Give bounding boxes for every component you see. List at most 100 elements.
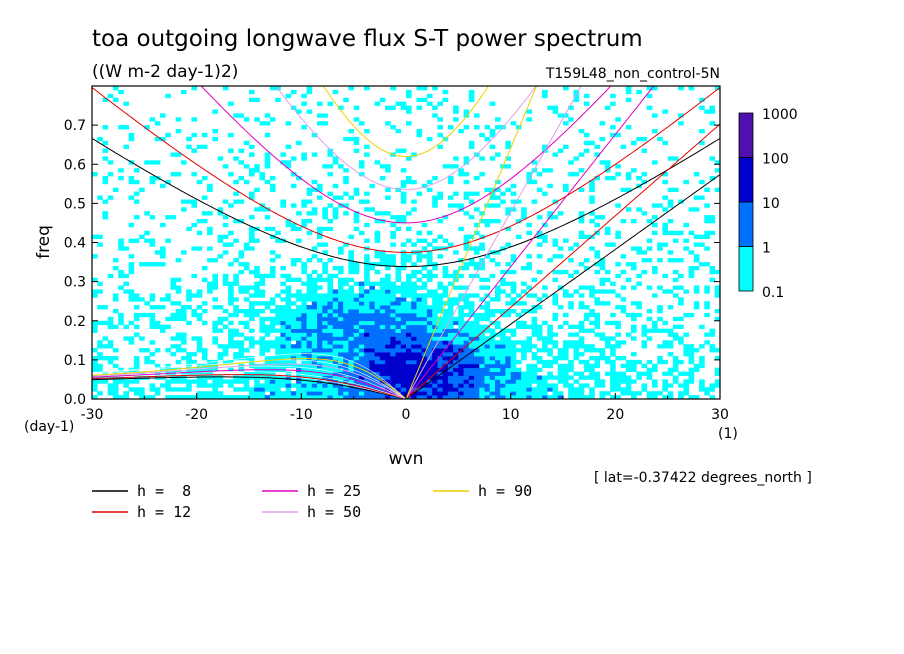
heat-cell	[301, 305, 307, 310]
heat-cell	[144, 312, 150, 318]
heat-cell	[510, 348, 517, 353]
heat-cell	[484, 367, 491, 372]
heat-cell	[369, 305, 375, 310]
heat-cell	[243, 289, 250, 294]
heat-cell	[510, 375, 517, 380]
heat-cell	[505, 352, 511, 357]
power-spectrum-field	[92, 86, 720, 399]
heat-cell	[254, 289, 260, 294]
heat-cell	[364, 269, 370, 275]
heat-cell	[311, 324, 318, 329]
heat-cell	[254, 391, 260, 396]
heat-cell	[390, 254, 396, 259]
heat-cell	[128, 293, 135, 298]
heat-cell	[348, 336, 354, 341]
heat-cell	[364, 152, 370, 157]
heat-cell	[259, 352, 266, 357]
heat-cell	[484, 328, 491, 333]
heat-cell	[416, 340, 423, 345]
heat-cell	[484, 391, 491, 396]
heat-cell	[348, 266, 354, 271]
heat-cell	[123, 336, 129, 341]
heat-cell	[249, 316, 255, 322]
heat-cell	[578, 305, 585, 310]
heat-cell	[343, 324, 349, 329]
heat-cell	[468, 97, 475, 102]
heat-cell	[510, 191, 517, 196]
heat-cell	[296, 140, 302, 146]
heat-cell	[165, 348, 171, 353]
x-axis-unit: (1)	[718, 426, 738, 442]
heat-cell	[667, 367, 674, 372]
heat-cell	[322, 340, 328, 345]
heat-cell	[421, 266, 428, 271]
heat-cell	[426, 316, 433, 322]
heat-cell	[264, 344, 271, 349]
heat-cell	[573, 269, 580, 275]
heat-cell	[426, 269, 433, 275]
heat-cell	[688, 207, 695, 212]
heat-cell	[463, 352, 470, 357]
heat-cell	[515, 383, 522, 388]
heat-cell	[301, 383, 307, 388]
heat-cell	[699, 344, 705, 349]
heat-cell	[652, 113, 658, 118]
heat-cell	[468, 93, 475, 99]
heat-cell	[139, 375, 145, 380]
heat-cell	[322, 262, 328, 267]
heat-cell	[468, 305, 475, 310]
heat-cell	[269, 309, 276, 314]
heat-cell	[463, 387, 470, 392]
heat-cell	[704, 391, 710, 396]
heat-cell	[468, 332, 475, 337]
heat-cell	[536, 375, 543, 380]
heat-cell	[437, 144, 443, 149]
heat-cell	[411, 379, 417, 384]
heat-cell	[479, 305, 485, 310]
heat-cell	[416, 348, 423, 353]
heat-cell	[97, 356, 103, 361]
heat-cell	[379, 344, 386, 349]
heat-cell	[243, 336, 250, 341]
heat-cell	[547, 168, 553, 173]
heat-cell	[458, 273, 464, 279]
heat-cell	[625, 125, 632, 130]
heat-cell	[416, 324, 423, 329]
heat-cell	[442, 316, 449, 322]
heat-cell	[233, 191, 239, 196]
heat-cell	[374, 309, 381, 314]
heat-cell	[243, 297, 250, 302]
heat-cell	[390, 105, 396, 110]
x-tick-label: 20	[606, 407, 624, 423]
heat-cell	[662, 195, 668, 200]
heat-cell	[526, 379, 532, 384]
heat-cell	[615, 332, 621, 337]
heat-cell	[421, 312, 428, 318]
heat-cell	[693, 367, 700, 372]
heat-cell	[699, 383, 705, 388]
heat-cell	[536, 336, 543, 341]
heat-cell	[201, 391, 208, 396]
heat-cell	[165, 215, 171, 220]
heat-cell	[589, 219, 595, 224]
heat-cell	[531, 387, 538, 392]
colorbar-label: 100	[762, 152, 789, 168]
heat-cell	[395, 316, 402, 322]
heat-cell	[510, 371, 517, 376]
heat-cell	[275, 395, 281, 399]
heat-cell	[416, 105, 423, 110]
heat-cell	[327, 371, 334, 376]
heat-cell	[578, 336, 585, 341]
heat-cell	[332, 363, 339, 369]
heat-cell	[468, 352, 475, 357]
heat-cell	[657, 203, 663, 208]
heat-cell	[442, 375, 449, 380]
heat-cell	[667, 203, 674, 208]
heat-cell	[264, 215, 271, 220]
heat-cell	[442, 269, 449, 275]
heat-cell	[489, 191, 496, 196]
heat-cell	[385, 324, 391, 329]
heat-cell	[374, 281, 381, 286]
heat-cell	[338, 395, 344, 399]
heat-cell	[652, 320, 658, 326]
